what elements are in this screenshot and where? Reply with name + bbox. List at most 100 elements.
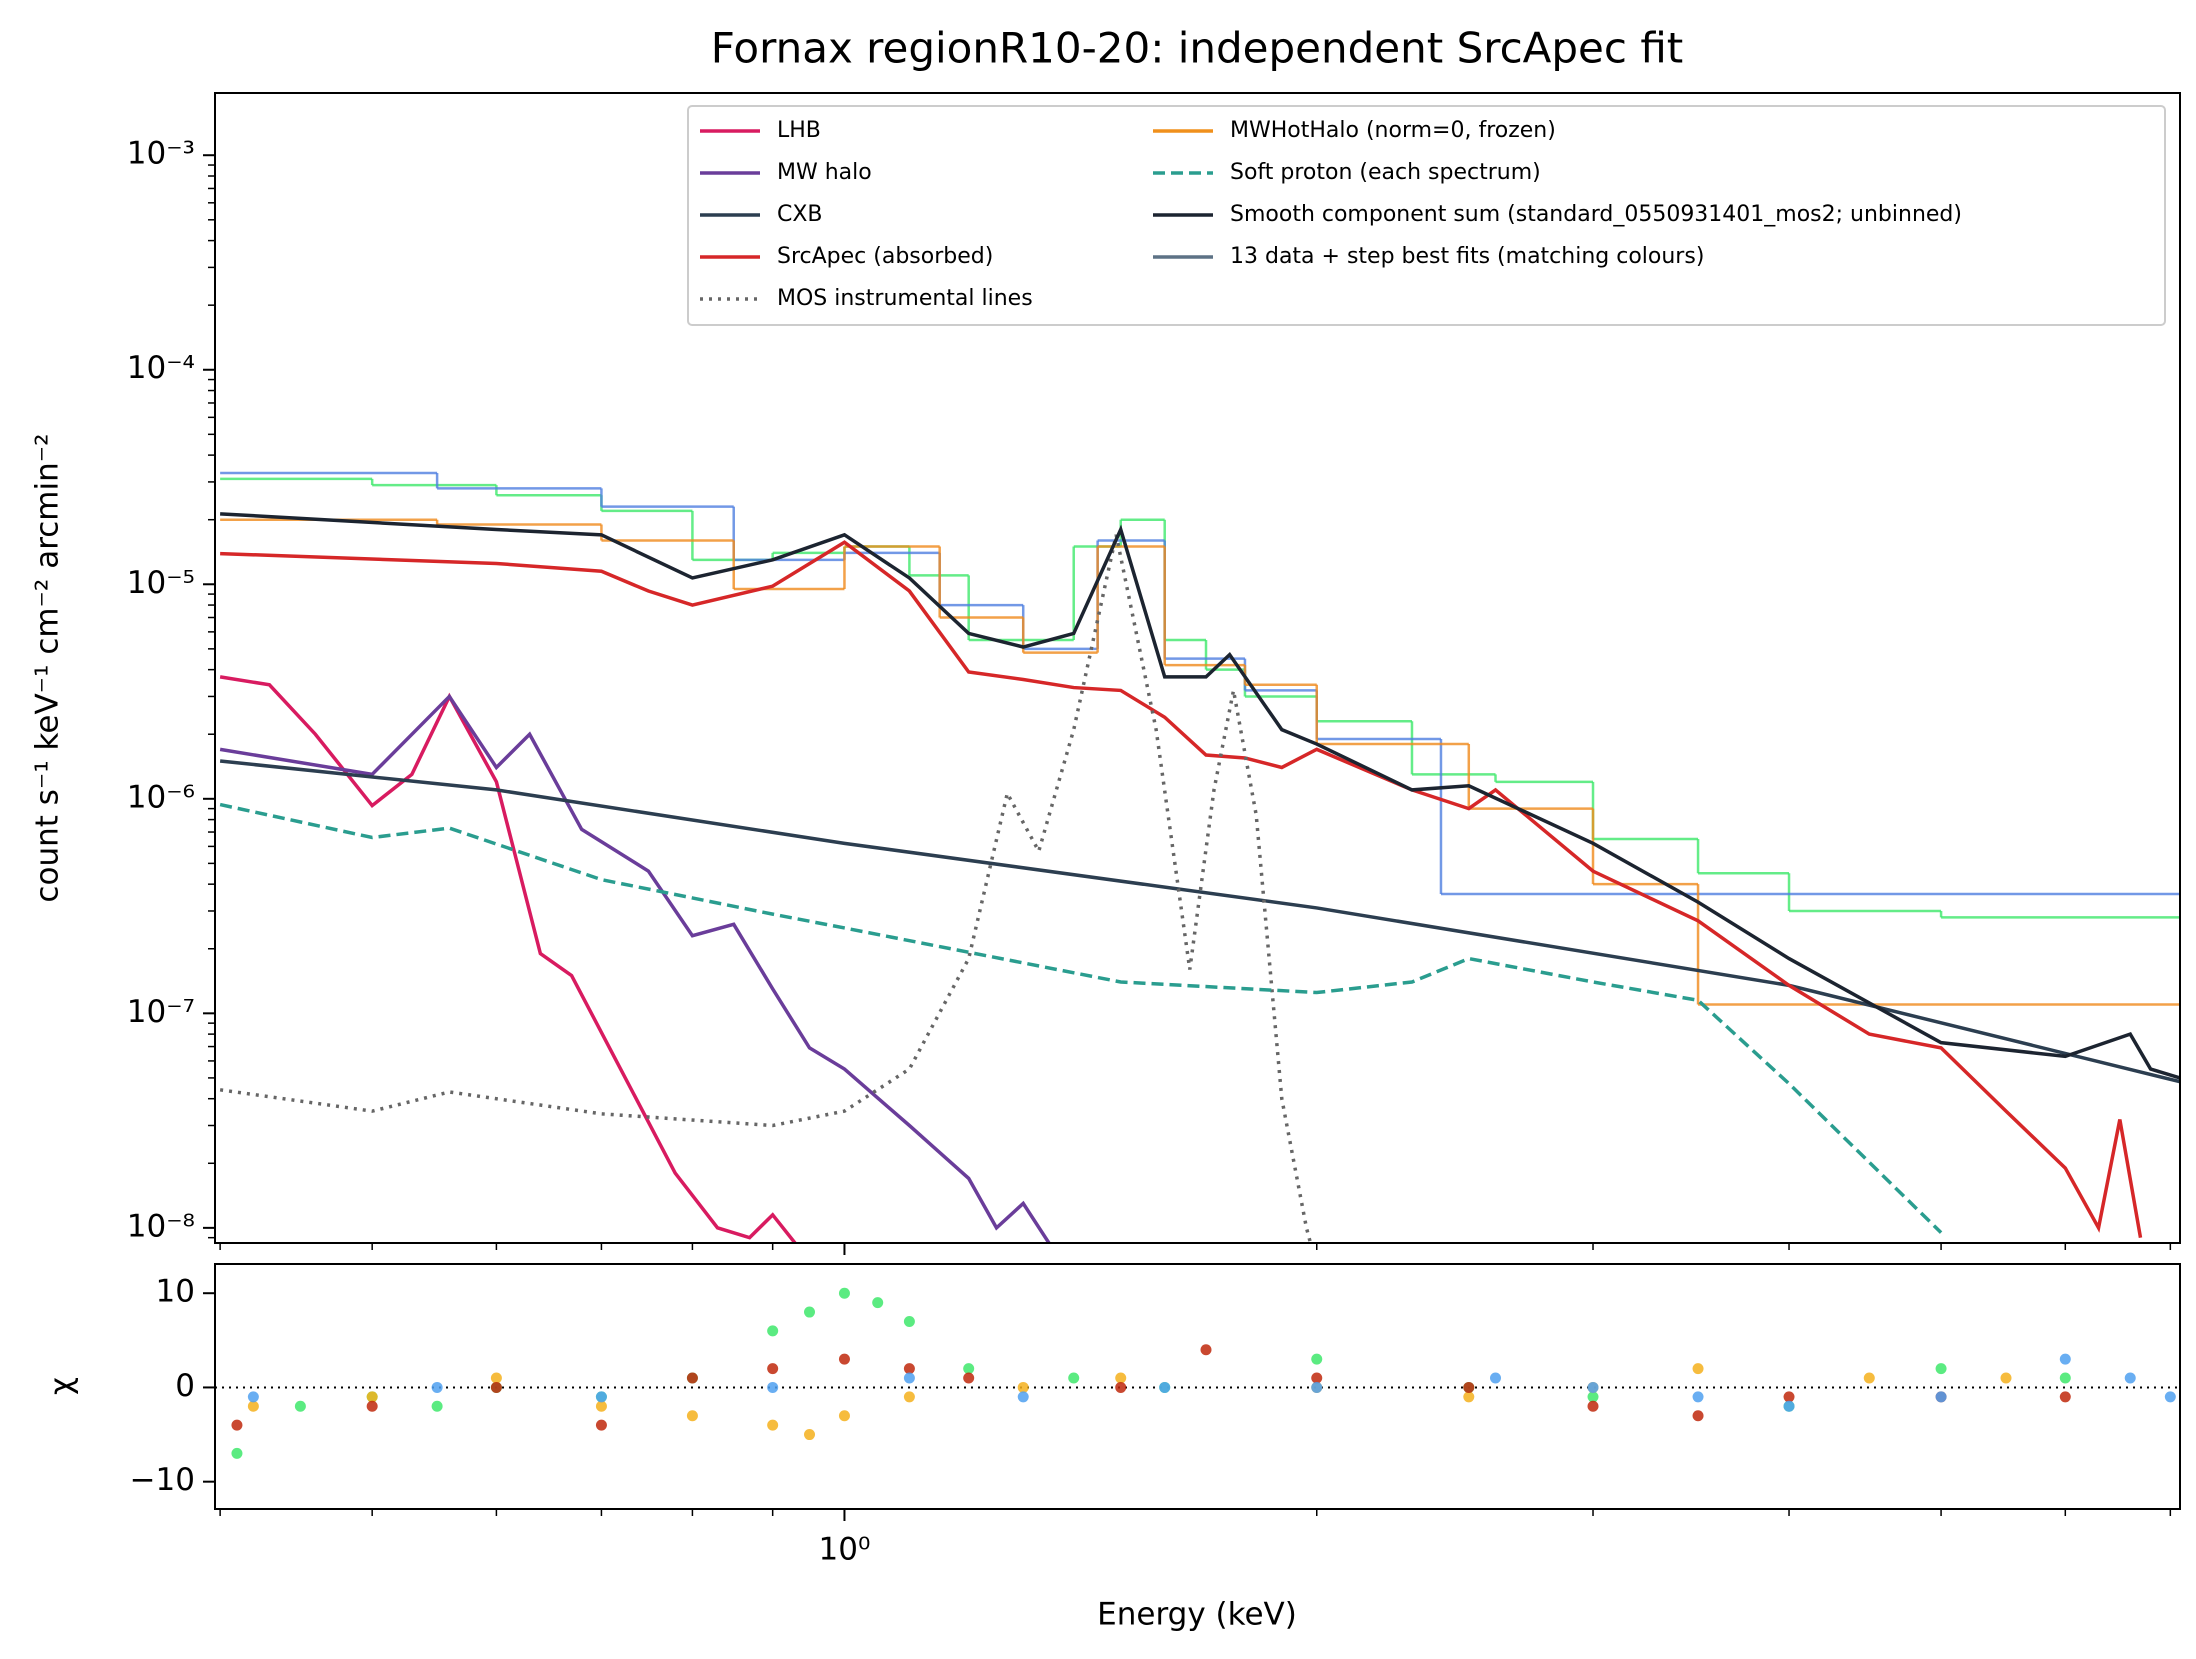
model-line	[219, 693, 1051, 1243]
residual-point	[872, 1297, 884, 1309]
x-axis-label: Energy (keV)	[1097, 1597, 1297, 1633]
residual-point	[247, 1391, 259, 1403]
legend-label: MWHotHalo (norm=0, frozen)	[1230, 118, 1556, 143]
residual-point	[2164, 1391, 2176, 1403]
y-tick-label: 10⁻⁴	[127, 350, 195, 386]
legend-label: 13 data + step best fits (matching colou…	[1230, 244, 1704, 269]
axes-frame	[214, 92, 2181, 1244]
residual-point	[2124, 1372, 2136, 1384]
y-tick-label: 0	[175, 1368, 195, 1404]
residual-point	[1115, 1372, 1127, 1384]
model-line	[219, 534, 1313, 1243]
residual-point	[294, 1400, 306, 1412]
residual-point	[2000, 1372, 2012, 1384]
model-line	[219, 802, 1943, 1234]
residual-point	[1311, 1372, 1323, 1384]
residual-point	[247, 1400, 259, 1412]
residual-point	[431, 1381, 443, 1393]
residual-point	[903, 1315, 915, 1327]
residual-point	[963, 1372, 975, 1384]
residual-point	[903, 1363, 915, 1375]
model-line	[220, 512, 2180, 1080]
residual-point	[1115, 1381, 1127, 1393]
residual-point	[1783, 1400, 1795, 1412]
step-connector	[370, 478, 1943, 918]
model-line	[219, 675, 797, 1243]
residual-point	[767, 1363, 779, 1375]
residual-point	[838, 1353, 850, 1365]
residual-point	[595, 1391, 607, 1403]
legend-label: MOS instrumental lines	[777, 286, 1033, 311]
residual-point	[2059, 1391, 2071, 1403]
legend-label: Smooth component sum (standard_055093140…	[1230, 202, 1962, 227]
step-connector	[435, 473, 1443, 894]
model-line	[220, 540, 2143, 1238]
legend-label: SrcApec (absorbed)	[777, 244, 993, 269]
residual-point	[490, 1381, 502, 1393]
residual-point	[1935, 1363, 1947, 1375]
legend-box	[687, 105, 2166, 326]
residual-point	[1587, 1391, 1599, 1403]
residual-point	[2059, 1372, 2071, 1384]
residual-point	[231, 1447, 243, 1459]
residual-point	[1863, 1372, 1875, 1384]
axes: 10⁰ 10⁻⁸ 10⁻⁷ 10⁻⁶ 10⁻⁵ 10⁻⁴ 10⁻³ −10 0 10	[127, 92, 2181, 1568]
main-plot	[219, 471, 2180, 1243]
residual-point	[490, 1372, 502, 1384]
residual-point	[767, 1325, 779, 1337]
chart-title: Fornax regionR10-20: independent SrcApec…	[711, 24, 1684, 73]
y-tick-label: 10⁻³	[127, 136, 195, 172]
legend-label: MW halo	[777, 160, 872, 185]
residual-point	[1068, 1372, 1080, 1384]
residual-plot	[215, 1287, 2180, 1459]
y-tick-label: 10⁻⁸	[127, 1208, 195, 1244]
model-line	[219, 759, 2180, 1084]
y-tick-label: −10	[130, 1462, 195, 1498]
residual-point	[1311, 1353, 1323, 1365]
residual-point	[767, 1381, 779, 1393]
residual-point	[1311, 1381, 1323, 1393]
residual-point	[767, 1419, 779, 1431]
residual-point	[1463, 1391, 1475, 1403]
y-axis-label: χ	[44, 1377, 80, 1395]
residual-point	[686, 1410, 698, 1422]
y-tick-label: 10⁻⁷	[127, 994, 195, 1030]
legend: LHB MW halo CXB SrcApec (absorbed) MOS instr…	[687, 105, 2166, 326]
y-tick-label: 10⁻⁶	[127, 779, 195, 815]
residual-point	[1692, 1391, 1704, 1403]
residual-point	[903, 1372, 915, 1384]
residual-point	[1587, 1400, 1599, 1412]
residual-point	[804, 1429, 816, 1441]
residual-point	[595, 1400, 607, 1412]
residual-point	[366, 1400, 378, 1412]
residual-point	[963, 1363, 975, 1375]
residual-point	[2059, 1353, 2071, 1365]
residual-point	[903, 1391, 915, 1403]
residual-point	[1783, 1391, 1795, 1403]
legend-label: CXB	[777, 202, 823, 227]
residual-point	[1463, 1381, 1475, 1393]
residual-point	[686, 1372, 698, 1384]
residual-point	[1692, 1410, 1704, 1422]
residual-point	[1490, 1372, 1502, 1384]
residual-point	[1935, 1391, 1947, 1403]
residual-point	[1017, 1391, 1029, 1403]
residual-point	[1159, 1381, 1171, 1393]
residual-point	[838, 1287, 850, 1299]
y-axis-label: count s⁻¹ keV⁻¹ cm⁻² arcmin⁻²	[30, 433, 66, 902]
y-tick-label: 10⁻⁵	[127, 565, 195, 601]
residual-point	[595, 1419, 607, 1431]
legend-label: Soft proton (each spectrum)	[1230, 160, 1541, 185]
residual-point	[838, 1410, 850, 1422]
y-tick-label: 10	[156, 1274, 195, 1310]
step-connector	[435, 519, 1700, 1005]
residual-point	[804, 1306, 816, 1318]
residual-point	[1017, 1381, 1029, 1393]
residual-point	[366, 1391, 378, 1403]
residual-point	[1200, 1344, 1212, 1356]
legend-label: LHB	[777, 118, 821, 143]
residual-point	[431, 1400, 443, 1412]
residual-point	[231, 1419, 243, 1431]
